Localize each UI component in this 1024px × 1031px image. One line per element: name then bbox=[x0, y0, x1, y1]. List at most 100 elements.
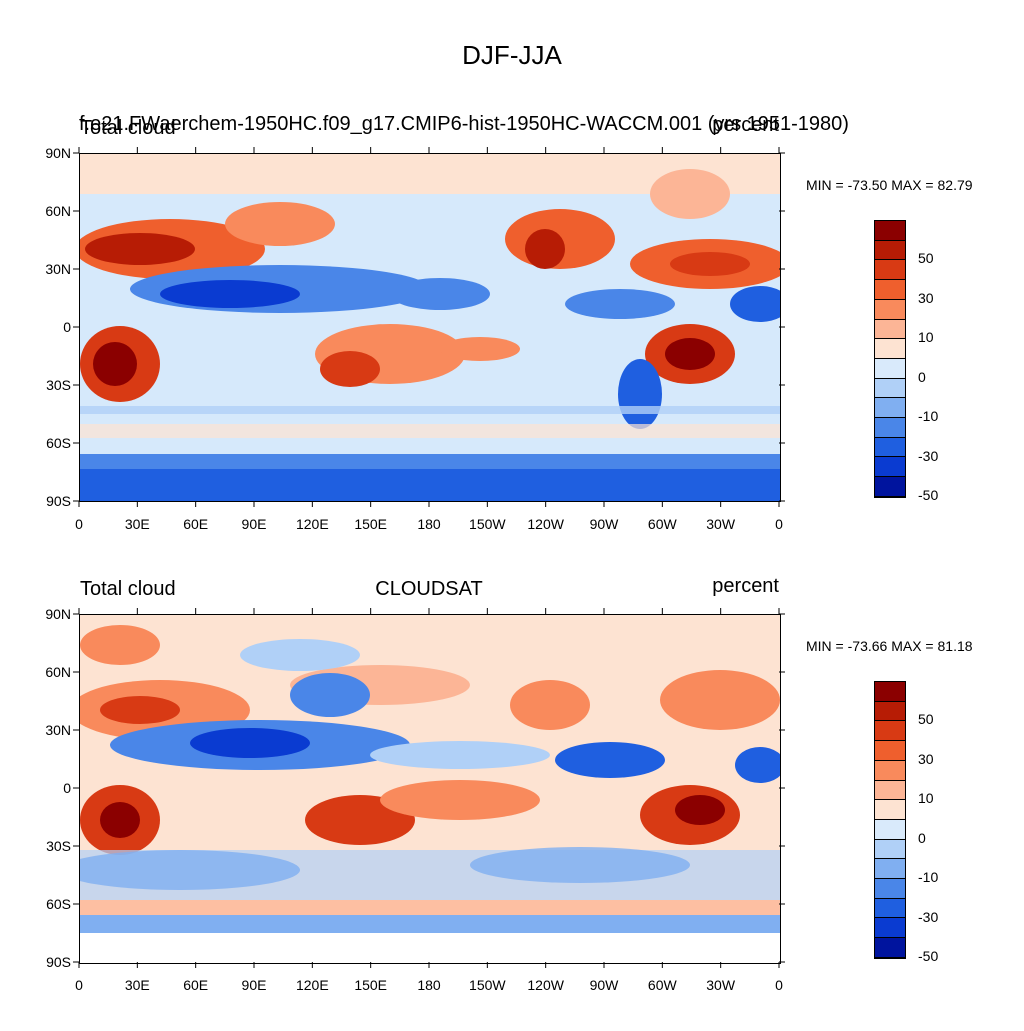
colorbar bbox=[874, 220, 906, 498]
colorbar-segment bbox=[875, 398, 905, 419]
colorbar-segment bbox=[875, 760, 905, 781]
colorbar-segment bbox=[875, 800, 905, 820]
lon-tick-label: 150W bbox=[469, 977, 506, 993]
colorbar-segment bbox=[875, 280, 905, 300]
lon-tick-label: 30W bbox=[706, 977, 736, 993]
contour-map bbox=[79, 614, 781, 964]
colorbar-segment bbox=[875, 741, 905, 761]
lon-tick-label: 60E bbox=[183, 977, 208, 993]
lon-tick-label: 60W bbox=[648, 977, 678, 993]
lat-ticks: 90N 60N 30N 0 30S 60S 90S bbox=[45, 606, 785, 970]
colorbar-segment bbox=[875, 938, 905, 958]
colorbar-segment bbox=[875, 418, 905, 438]
colorbar-segment bbox=[875, 260, 905, 281]
lat-tick-label: 60S bbox=[46, 896, 71, 912]
colorbar-segment bbox=[875, 780, 905, 801]
lon-tick-label: 60W bbox=[648, 516, 678, 532]
panel-center-string: CLOUDSAT bbox=[375, 578, 483, 600]
lon-tick-label: 30E bbox=[125, 516, 150, 532]
lat-tick-label: 30N bbox=[45, 722, 71, 738]
lat-tick-label: 60N bbox=[45, 664, 71, 680]
lon-tick-label: 150E bbox=[354, 977, 387, 993]
lon-tick-label: 90E bbox=[242, 516, 267, 532]
colorbar-segment bbox=[875, 457, 905, 478]
panel-right-string: percent bbox=[712, 575, 779, 597]
colorbar-segment bbox=[875, 859, 905, 880]
figure-title: DJF-JJA bbox=[462, 40, 562, 70]
lon-tick-label: 30W bbox=[706, 516, 736, 532]
lon-tick-label: 0 bbox=[775, 977, 783, 993]
colorbar-label: 10 bbox=[918, 329, 934, 346]
lon-tick-label: 0 bbox=[75, 977, 83, 993]
colorbar-segment bbox=[875, 437, 905, 458]
map-panel-bottom: Total cloud CLOUDSAT percent MIN = -73.6… bbox=[0, 561, 1024, 1031]
colorbar-segment bbox=[875, 221, 905, 241]
colorbar-segment bbox=[875, 299, 905, 320]
colorbar-label: 30 bbox=[918, 750, 934, 767]
lon-tick-label: 90W bbox=[590, 516, 620, 532]
colorbar bbox=[874, 681, 906, 959]
lon-tick-label: 30E bbox=[125, 977, 150, 993]
lat-tick-label: 90S bbox=[46, 954, 71, 970]
lat-tick-label: 90S bbox=[46, 493, 71, 509]
colorbar-segment bbox=[875, 682, 905, 702]
colorbar-segment bbox=[875, 721, 905, 742]
lon-ticks: 0 30E 60E 90E 120E 150E 180 150W 120W 90W 60W 30W 0 bbox=[75, 608, 783, 993]
colorbar-label: 50 bbox=[918, 250, 934, 267]
colorbar-label: 10 bbox=[918, 790, 934, 807]
colorbar-segment bbox=[875, 477, 905, 497]
lon-tick-label: 0 bbox=[775, 516, 783, 532]
map-axes: 90N 60N 30N 0 30S 60S 90S 0 30E 60E 90E 120E 150E 18… bbox=[45, 145, 785, 532]
lat-tick-label: 60S bbox=[46, 435, 71, 451]
lat-tick-label: 90N bbox=[45, 606, 71, 622]
lon-tick-label: 180 bbox=[417, 516, 441, 532]
min-max-stats: MIN = -73.50 MAX = 82.79 bbox=[806, 177, 973, 193]
panel-left-string: Total cloud bbox=[80, 117, 176, 139]
colorbar-label: -10 bbox=[918, 869, 939, 886]
colorbar-segment bbox=[875, 378, 905, 399]
map-axes: 90N 60N 30N 0 30S 60S 90S 0 30E 60E 90E 120E 150E 18… bbox=[45, 606, 785, 993]
colorbar-segment bbox=[875, 819, 905, 840]
lon-tick-label: 0 bbox=[75, 516, 83, 532]
colorbar-label: 50 bbox=[918, 711, 934, 728]
min-max-stats: MIN = -73.66 MAX = 81.18 bbox=[806, 638, 973, 654]
colorbar-label: 0 bbox=[918, 829, 926, 846]
lon-ticks: 0 30E 60E 90E 120E 150E 180 150W 120W 90W 60W 30W 0 bbox=[75, 147, 783, 532]
colorbar-segment bbox=[875, 240, 905, 261]
colorbar-segment bbox=[875, 918, 905, 939]
lon-tick-label: 60E bbox=[183, 516, 208, 532]
lat-tick-label: 30S bbox=[46, 377, 71, 393]
lat-ticks: 90N 60N 30N 0 30S 60S 90S bbox=[45, 145, 785, 509]
panel-right-string: percent bbox=[712, 114, 779, 136]
lat-tick-label: 60N bbox=[45, 203, 71, 219]
lon-tick-label: 120E bbox=[296, 977, 329, 993]
lon-tick-label: 120E bbox=[296, 516, 329, 532]
lon-tick-label: 150W bbox=[469, 516, 506, 532]
map-panel-top: f.e21.FWaerchem-1950HC.f09_g17.CMIP6-his… bbox=[0, 100, 1024, 570]
colorbar-label: -30 bbox=[918, 447, 939, 464]
colorbar-segment bbox=[875, 879, 905, 899]
lat-tick-label: 0 bbox=[63, 780, 71, 796]
lat-tick-label: 90N bbox=[45, 145, 71, 161]
lon-tick-label: 120W bbox=[527, 977, 564, 993]
contour-field bbox=[80, 154, 780, 501]
colorbar-label: -10 bbox=[918, 408, 939, 425]
panel-left-string: Total cloud bbox=[80, 578, 176, 600]
lon-tick-label: 180 bbox=[417, 977, 441, 993]
colorbar-segment bbox=[875, 339, 905, 359]
colorbar-segment bbox=[875, 898, 905, 919]
panel-center-string: f.e21.FWaerchem-1950HC.f09_g17.CMIP6-his… bbox=[79, 113, 849, 135]
lat-tick-label: 30S bbox=[46, 838, 71, 854]
lon-tick-label: 120W bbox=[527, 516, 564, 532]
lat-tick-label: 0 bbox=[63, 319, 71, 335]
colorbar-label: -50 bbox=[918, 487, 939, 503]
colorbar-segment bbox=[875, 839, 905, 860]
colorbar-segment bbox=[875, 358, 905, 379]
colorbar-label: -50 bbox=[918, 948, 939, 964]
colorbar-label: -30 bbox=[918, 908, 939, 925]
colorbar-label: 30 bbox=[918, 289, 934, 306]
contour-field bbox=[80, 615, 780, 963]
colorbar-segment bbox=[875, 319, 905, 340]
colorbar-label: 0 bbox=[918, 368, 926, 385]
lon-tick-label: 90E bbox=[242, 977, 267, 993]
